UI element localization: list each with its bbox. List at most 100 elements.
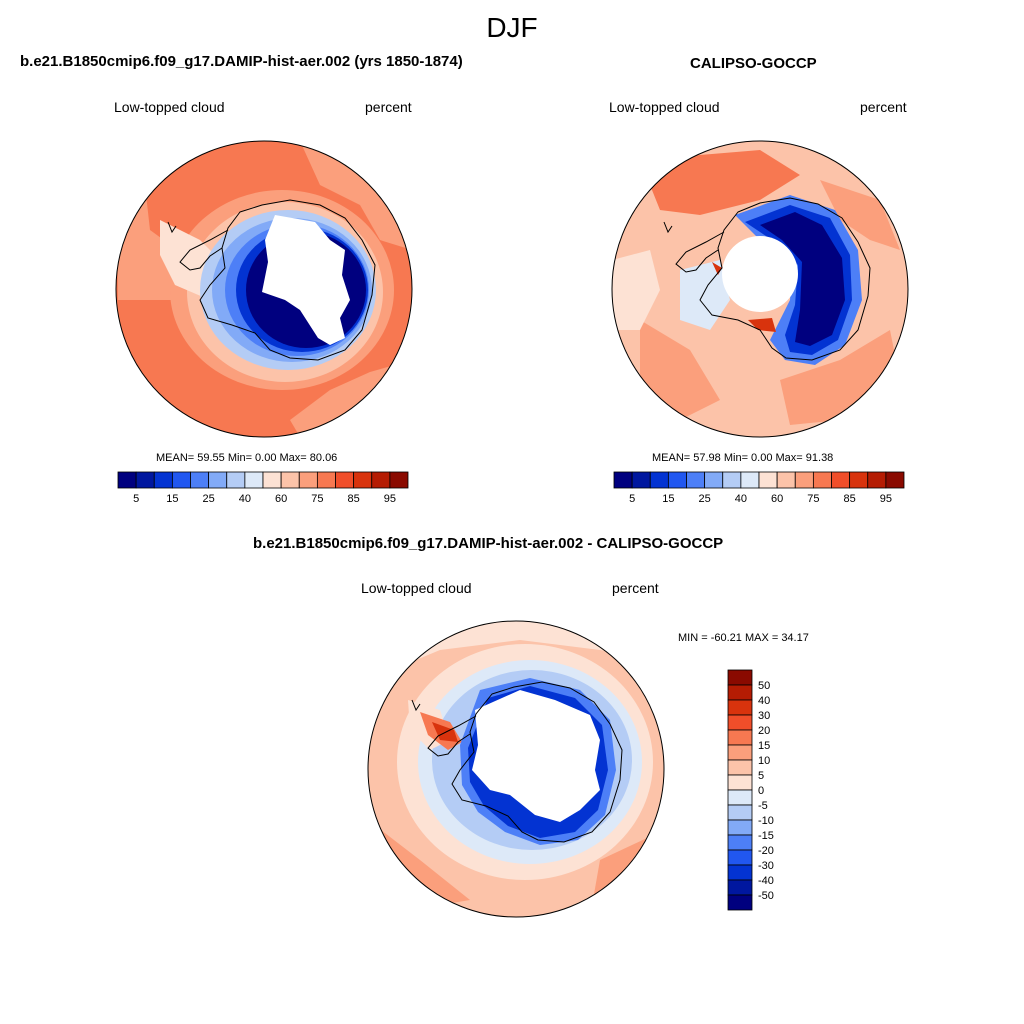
panel2-colorbar-swatch <box>667 471 687 489</box>
panel2-title: CALIPSO-GOCCP <box>690 55 817 72</box>
panel2-colorbar-tick-label: 25 <box>699 493 711 505</box>
panel1-colorbar-swatch <box>244 471 264 489</box>
panel1-variable-label: Low-topped cloud <box>114 99 225 115</box>
panel2-colorbar-swatch <box>613 471 633 489</box>
panel3-colorbar-swatch <box>727 804 753 821</box>
panel1-colorbar-tick-label: 60 <box>275 493 287 505</box>
panel2-field-region <box>640 320 720 420</box>
panel2-colorbar-swatch <box>831 471 851 489</box>
panel3-colorbar-tick-label: -30 <box>758 860 774 872</box>
panel3-antarctica-coastline <box>451 681 623 843</box>
panel3-colorbar-tick-label: -20 <box>758 845 774 857</box>
panel1-colorbar-swatch <box>117 471 137 489</box>
panel2-low-cloud-core <box>760 212 845 346</box>
panel3-colorbar-tick-label: -15 <box>758 830 774 842</box>
panel1-colorbar-swatch <box>335 471 355 489</box>
panel1-colorbar-swatch <box>371 471 391 489</box>
panel3-colorbar-swatch <box>727 744 753 761</box>
panel1-colorbar-tick-label: 5 <box>133 493 139 505</box>
panel3-map-border <box>367 620 665 918</box>
panel1-colorbar-swatch <box>135 471 155 489</box>
panel2-south-america-coastline <box>663 221 673 234</box>
panel2-colorbar-swatch <box>722 471 742 489</box>
panel1-colorbar-swatch <box>262 471 282 489</box>
panel2-colorbar: 5 15 25 40 60 75 85 95 <box>613 471 905 505</box>
panel3-peninsula-coastline <box>427 715 477 757</box>
panel2-map-border <box>611 140 909 438</box>
panel2-colorbar-swatch <box>758 471 778 489</box>
panel2-stats: MEAN= 57.98 Min= 0.00 Max= 91.38 <box>652 452 834 464</box>
panel2-colorbar-swatch <box>740 471 760 489</box>
panel1-map <box>115 140 413 438</box>
panel3-map <box>367 620 665 918</box>
panel1-colorbar-tick-label: 25 <box>203 493 215 505</box>
panel2-colorbar-tick-label: 5 <box>629 493 635 505</box>
panel1-missing-data <box>262 215 350 345</box>
figure-title: DJF <box>486 12 538 43</box>
panel1-colorbar-swatch <box>298 471 318 489</box>
panel1-south-america-coastline <box>167 221 177 234</box>
panel2-colorbar-swatch <box>867 471 887 489</box>
panel2-colorbar-tick-label: 85 <box>844 493 856 505</box>
panel3-colorbar-tick-label: 5 <box>758 770 764 782</box>
panel2-colorbar-swatch <box>849 471 869 489</box>
panel3-colorbar-tick-label: 20 <box>758 725 770 737</box>
panel1-title: b.e21.B1850cmip6.f09_g17.DAMIP-hist-aer.… <box>20 53 463 70</box>
panel2-map <box>611 140 909 438</box>
panel3-stats: MIN = -60.21 MAX = 34.17 <box>678 632 809 644</box>
panel3-colorbar-swatch <box>727 684 753 701</box>
panel3-title: b.e21.B1850cmip6.f09_g17.DAMIP-hist-aer.… <box>253 535 724 552</box>
panel2-colorbar-swatch <box>631 471 651 489</box>
panel3-colorbar-tick-label: -50 <box>758 890 774 902</box>
panel1-colorbar-swatch <box>316 471 336 489</box>
panel3-units-label: percent <box>612 580 659 596</box>
panel2-colorbar-tick-label: 95 <box>880 493 892 505</box>
panel3-colorbar-swatch <box>727 669 753 686</box>
panel1-peninsula-coastline <box>179 229 229 271</box>
panel3-colorbar-swatch <box>727 759 753 776</box>
panel3-colorbar-swatch <box>727 849 753 866</box>
panel3-colorbar-swatch <box>727 714 753 731</box>
panel2-field-region <box>780 330 900 425</box>
panel1-colorbar-swatch <box>153 471 173 489</box>
panel3-south-america-coastline <box>411 699 421 712</box>
panel1-colorbar-swatch <box>389 471 409 489</box>
panel3-variable-label: Low-topped cloud <box>361 580 472 596</box>
panel3-colorbar-tick-label: 40 <box>758 695 770 707</box>
panel1-colorbar-tick-label: 15 <box>166 493 178 505</box>
panel1-colorbar-swatch <box>171 471 191 489</box>
panel1-antarctica-coastline <box>199 199 376 361</box>
panel3-colorbar-swatch <box>727 834 753 851</box>
panel2-field-region <box>680 260 730 330</box>
panel3-colorbar-tick-label: 15 <box>758 740 770 752</box>
panel1-colorbar-tick-label: 75 <box>311 493 323 505</box>
panel3-missing-data <box>472 690 600 822</box>
panel3-colorbar-tick-label: 0 <box>758 785 764 797</box>
panel2-colorbar-swatch <box>649 471 669 489</box>
panel2-colorbar-tick-label: 60 <box>771 493 783 505</box>
panel3-colorbar-swatch <box>727 774 753 791</box>
panel3-colorbar-swatch <box>727 729 753 746</box>
panel3-colorbar-swatch <box>727 699 753 716</box>
panel1-colorbar-swatch <box>353 471 373 489</box>
panel1-colorbar-swatch <box>226 471 246 489</box>
panel2-colorbar-swatch <box>686 471 706 489</box>
panel2-colorbar-swatch <box>776 471 796 489</box>
panel3-colorbar-tick-label: -5 <box>758 800 768 812</box>
panel2-variable-label: Low-topped cloud <box>609 99 720 115</box>
panel2-missing-data-hole <box>722 236 798 312</box>
panel1-map-border <box>115 140 413 438</box>
panel3-colorbar-swatch <box>727 879 753 896</box>
panel3-colorbar-tick-label: -10 <box>758 815 774 827</box>
panel2-field-region <box>820 180 900 250</box>
panel2-high-cloud-patch <box>748 318 776 332</box>
panel3-colorbar-swatch <box>727 819 753 836</box>
panel3-colorbar-tick-label: 30 <box>758 710 770 722</box>
panel2-peninsula-coastline <box>675 231 725 273</box>
panel2-colorbar-tick-label: 75 <box>807 493 819 505</box>
panel2-colorbar-tick-label: 40 <box>735 493 747 505</box>
panel1-colorbar-tick-label: 95 <box>384 493 396 505</box>
panel3-colorbar-swatch <box>727 894 753 911</box>
panel3-colorbar-tick-label: 10 <box>758 755 770 767</box>
